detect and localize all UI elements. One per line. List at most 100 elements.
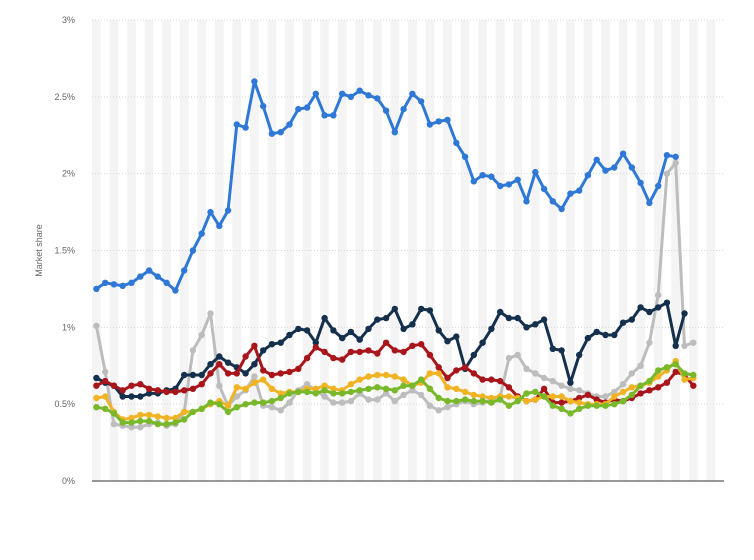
- data-point[interactable]: [435, 394, 442, 402]
- data-point[interactable]: [426, 351, 434, 359]
- data-point[interactable]: [497, 396, 504, 403]
- data-point[interactable]: [540, 374, 548, 382]
- data-point[interactable]: [119, 282, 126, 289]
- data-point[interactable]: [558, 382, 565, 389]
- data-point[interactable]: [461, 388, 469, 396]
- data-point[interactable]: [251, 342, 258, 349]
- data-point[interactable]: [453, 367, 460, 374]
- data-point[interactable]: [672, 153, 679, 160]
- data-point[interactable]: [461, 153, 469, 160]
- data-point[interactable]: [453, 333, 460, 340]
- data-point[interactable]: [356, 348, 363, 356]
- data-point[interactable]: [268, 371, 276, 379]
- data-point[interactable]: [172, 414, 179, 422]
- data-point[interactable]: [690, 371, 697, 379]
- data-point[interactable]: [637, 362, 644, 369]
- data-point[interactable]: [549, 198, 556, 205]
- data-point[interactable]: [374, 316, 381, 323]
- data-point[interactable]: [216, 382, 223, 389]
- data-point[interactable]: [444, 404, 451, 411]
- data-point[interactable]: [400, 382, 407, 389]
- data-point[interactable]: [409, 342, 416, 349]
- data-point[interactable]: [435, 327, 442, 334]
- data-point[interactable]: [567, 379, 574, 386]
- data-point[interactable]: [295, 105, 302, 113]
- data-point[interactable]: [488, 394, 495, 402]
- data-point[interactable]: [619, 381, 627, 388]
- data-point[interactable]: [365, 396, 372, 403]
- data-point[interactable]: [426, 385, 434, 392]
- data-point[interactable]: [444, 116, 451, 124]
- data-point[interactable]: [347, 397, 355, 405]
- data-point[interactable]: [110, 382, 118, 389]
- data-point[interactable]: [505, 393, 513, 400]
- data-point[interactable]: [435, 118, 442, 125]
- data-point[interactable]: [497, 182, 504, 190]
- data-point[interactable]: [576, 394, 583, 402]
- data-point[interactable]: [391, 347, 398, 354]
- data-point[interactable]: [497, 377, 504, 385]
- data-point[interactable]: [672, 361, 679, 368]
- data-point[interactable]: [181, 371, 188, 379]
- data-point[interactable]: [189, 347, 197, 354]
- data-point[interactable]: [391, 387, 398, 394]
- data-point[interactable]: [400, 348, 407, 356]
- data-point[interactable]: [646, 387, 653, 394]
- data-point[interactable]: [505, 314, 513, 322]
- data-point[interactable]: [532, 370, 539, 377]
- data-point[interactable]: [514, 314, 521, 322]
- data-point[interactable]: [347, 381, 355, 388]
- data-point[interactable]: [409, 382, 416, 389]
- data-point[interactable]: [567, 397, 574, 405]
- data-point[interactable]: [391, 373, 398, 380]
- data-point[interactable]: [593, 396, 600, 403]
- data-point[interactable]: [628, 164, 635, 171]
- data-point[interactable]: [409, 387, 416, 394]
- data-point[interactable]: [110, 281, 118, 288]
- data-point[interactable]: [418, 305, 425, 313]
- data-point[interactable]: [207, 361, 214, 368]
- data-point[interactable]: [540, 316, 548, 323]
- data-point[interactable]: [224, 207, 232, 214]
- data-point[interactable]: [593, 156, 600, 163]
- data-point[interactable]: [663, 299, 671, 306]
- data-point[interactable]: [646, 377, 653, 385]
- data-point[interactable]: [619, 150, 627, 157]
- data-point[interactable]: [479, 393, 486, 400]
- data-point[interactable]: [198, 405, 205, 412]
- data-point[interactable]: [611, 164, 618, 171]
- data-point[interactable]: [558, 205, 565, 213]
- data-point[interactable]: [470, 391, 477, 399]
- data-point[interactable]: [593, 328, 600, 336]
- data-point[interactable]: [303, 104, 311, 111]
- data-point[interactable]: [567, 410, 574, 417]
- data-point[interactable]: [479, 397, 486, 405]
- data-point[interactable]: [189, 408, 197, 416]
- data-point[interactable]: [128, 382, 135, 389]
- data-point[interactable]: [145, 267, 153, 274]
- data-point[interactable]: [540, 185, 548, 193]
- data-point[interactable]: [260, 347, 267, 354]
- data-point[interactable]: [303, 354, 311, 362]
- data-point[interactable]: [655, 367, 662, 374]
- data-point[interactable]: [128, 393, 135, 400]
- data-point[interactable]: [330, 354, 337, 362]
- data-point[interactable]: [93, 394, 100, 402]
- data-point[interactable]: [224, 402, 232, 409]
- data-point[interactable]: [365, 373, 372, 380]
- data-point[interactable]: [145, 390, 153, 397]
- data-point[interactable]: [93, 374, 100, 382]
- data-point[interactable]: [128, 424, 135, 431]
- data-point[interactable]: [418, 376, 425, 383]
- data-point[interactable]: [198, 371, 205, 379]
- data-point[interactable]: [154, 273, 161, 280]
- data-point[interactable]: [277, 394, 284, 402]
- data-point[interactable]: [479, 172, 486, 179]
- data-point[interactable]: [444, 374, 451, 382]
- data-point[interactable]: [672, 342, 679, 349]
- data-point[interactable]: [303, 381, 311, 388]
- data-point[interactable]: [198, 230, 205, 237]
- data-point[interactable]: [286, 368, 293, 376]
- data-point[interactable]: [470, 178, 477, 185]
- data-point[interactable]: [470, 370, 477, 377]
